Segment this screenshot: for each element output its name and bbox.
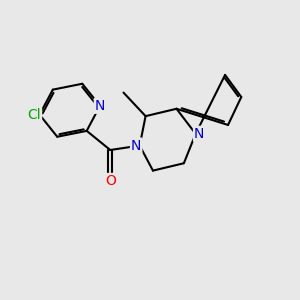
Text: N: N [95, 99, 105, 113]
Text: N: N [194, 127, 204, 141]
Text: N: N [131, 139, 141, 153]
Text: O: O [105, 174, 116, 188]
Text: Cl: Cl [28, 108, 41, 122]
